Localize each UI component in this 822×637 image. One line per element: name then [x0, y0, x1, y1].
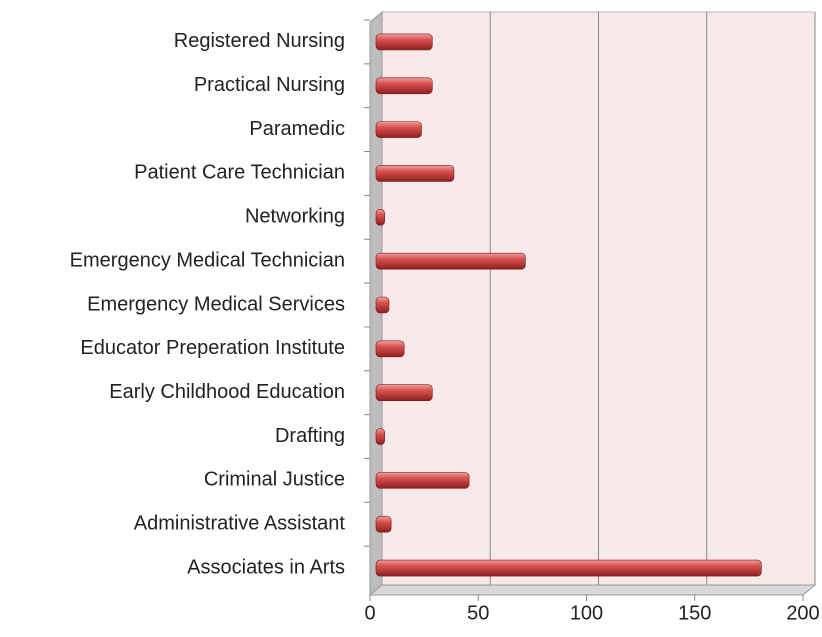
floor — [368, 584, 817, 596]
bar — [375, 252, 526, 270]
y-tick-label: Educator Preperation Institute — [80, 337, 345, 359]
y-tick-label: Early Childhood Education — [109, 381, 345, 403]
bar — [375, 209, 385, 226]
y-tick-label: Practical Nursing — [194, 74, 345, 96]
y-tick-label: Networking — [245, 206, 345, 228]
y-tick-label: Patient Care Technician — [134, 162, 345, 184]
bar — [375, 33, 433, 51]
bar — [375, 165, 455, 182]
bar — [375, 77, 433, 95]
y-tick-label: Drafting — [275, 425, 345, 447]
y-tick-label: Associates in Arts — [187, 556, 345, 578]
x-tick-label: 200 — [786, 602, 819, 624]
y-tick-label: Administrative Assistant — [134, 513, 346, 535]
y-tick-label: Emergency Medical Services — [87, 293, 345, 315]
bar — [375, 121, 422, 138]
bar — [375, 559, 762, 577]
y-tick-label: Paramedic — [249, 118, 345, 140]
x-tick-label: 50 — [467, 602, 489, 624]
x-tick-label: 150 — [678, 602, 711, 624]
bar — [375, 515, 392, 533]
y-tick-label: Emergency Medical Technician — [70, 249, 345, 271]
bar — [375, 384, 433, 401]
bar — [375, 472, 470, 489]
x-tick-label: 0 — [364, 602, 375, 624]
bar — [375, 428, 385, 445]
bar — [375, 296, 390, 314]
bar — [375, 340, 405, 358]
y-tick-label: Criminal Justice — [204, 469, 345, 491]
y-tick-label: Registered Nursing — [174, 30, 345, 52]
x-tick-label: 100 — [570, 602, 603, 624]
